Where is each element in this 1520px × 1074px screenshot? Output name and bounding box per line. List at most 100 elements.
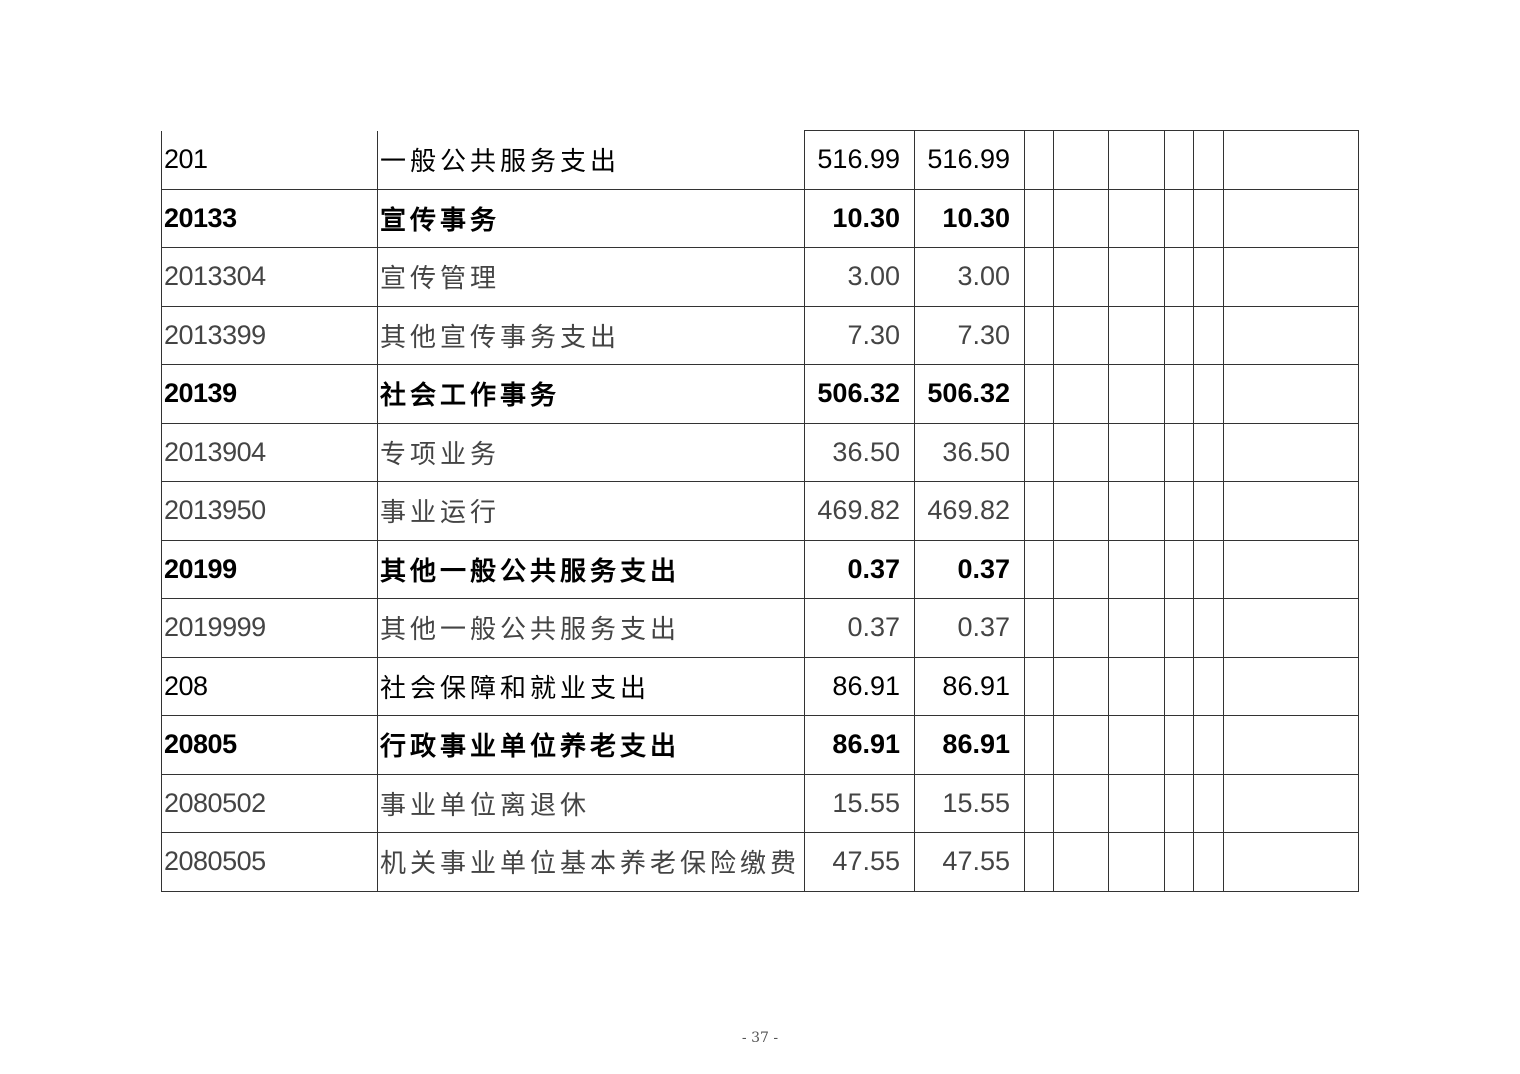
- empty-cell: [1024, 539, 1054, 599]
- expenditure-table: 201 一般公共服务支出 516.99 516.99 20133 宣传事务 10.30 10.…: [161, 130, 1359, 892]
- empty-cell: [1024, 422, 1054, 482]
- empty-cell: [1053, 188, 1109, 248]
- table-row: 2013399 其他宣传事务支出 7.30 7.30: [161, 305, 1359, 365]
- empty-cell: [1108, 598, 1165, 658]
- subject-code-cell: 20133: [161, 188, 378, 248]
- empty-cell: [1223, 773, 1359, 833]
- subject-code-cell: 2013904: [161, 422, 378, 482]
- empty-cell: [1108, 656, 1165, 716]
- subject-code-cell: 20139: [161, 364, 378, 424]
- empty-cell: [1108, 832, 1165, 892]
- basic-expenditure-cell: 0.37: [914, 598, 1025, 658]
- empty-cell: [1223, 539, 1359, 599]
- subject-name-cell: 一般公共服务支出: [377, 130, 805, 190]
- empty-cell: [1193, 598, 1224, 658]
- subject-name-cell: 社会保障和就业支出: [377, 656, 805, 716]
- empty-cell: [1193, 364, 1224, 424]
- empty-cell: [1164, 364, 1194, 424]
- empty-cell: [1223, 305, 1359, 365]
- empty-cell: [1108, 773, 1165, 833]
- subject-code-cell: 2013304: [161, 247, 378, 307]
- subject-name-cell: 专项业务: [377, 422, 805, 482]
- empty-cell: [1193, 188, 1224, 248]
- basic-expenditure-cell: 516.99: [914, 130, 1025, 190]
- empty-cell: [1108, 364, 1165, 424]
- subject-code-cell: 2013950: [161, 481, 378, 541]
- total-cell: 36.50: [804, 422, 915, 482]
- subject-code-cell: 20805: [161, 715, 378, 775]
- table-row: 2013950 事业运行 469.82 469.82: [161, 481, 1359, 541]
- empty-cell: [1024, 656, 1054, 716]
- table-row: 20139 社会工作事务 506.32 506.32: [161, 364, 1359, 424]
- table-row: 208 社会保障和就业支出 86.91 86.91: [161, 656, 1359, 716]
- subject-code-cell: 2080502: [161, 773, 378, 833]
- empty-cell: [1193, 247, 1224, 307]
- subject-code-cell: 2013399: [161, 305, 378, 365]
- empty-cell: [1164, 188, 1194, 248]
- total-cell: 10.30: [804, 188, 915, 248]
- subject-name-cell: 宣传管理: [377, 247, 805, 307]
- subject-name-cell: 宣传事务: [377, 188, 805, 248]
- empty-cell: [1193, 130, 1224, 190]
- basic-expenditure-cell: 47.55: [914, 832, 1025, 892]
- table-row: 2013904 专项业务 36.50 36.50: [161, 422, 1359, 482]
- empty-cell: [1223, 715, 1359, 775]
- empty-cell: [1164, 305, 1194, 365]
- empty-cell: [1024, 598, 1054, 658]
- total-cell: 3.00: [804, 247, 915, 307]
- total-cell: 47.55: [804, 832, 915, 892]
- table-row: 20133 宣传事务 10.30 10.30: [161, 188, 1359, 248]
- empty-cell: [1164, 247, 1194, 307]
- empty-cell: [1024, 305, 1054, 365]
- empty-cell: [1223, 188, 1359, 248]
- total-cell: 469.82: [804, 481, 915, 541]
- basic-expenditure-cell: 36.50: [914, 422, 1025, 482]
- empty-cell: [1223, 832, 1359, 892]
- empty-cell: [1193, 422, 1224, 482]
- empty-cell: [1108, 481, 1165, 541]
- subject-name-cell: 事业运行: [377, 481, 805, 541]
- basic-expenditure-cell: 469.82: [914, 481, 1025, 541]
- empty-cell: [1053, 422, 1109, 482]
- empty-cell: [1223, 656, 1359, 716]
- total-cell: 7.30: [804, 305, 915, 365]
- empty-cell: [1053, 305, 1109, 365]
- table-row: 20199 其他一般公共服务支出 0.37 0.37: [161, 539, 1359, 599]
- total-cell: 506.32: [804, 364, 915, 424]
- table-row: 2080505 机关事业单位基本养老保险缴费 47.55 47.55: [161, 832, 1359, 892]
- basic-expenditure-cell: 10.30: [914, 188, 1025, 248]
- table-row: 2013304 宣传管理 3.00 3.00: [161, 247, 1359, 307]
- table-row: 2080502 事业单位离退休 15.55 15.55: [161, 773, 1359, 833]
- subject-code-cell: 20199: [161, 539, 378, 599]
- total-cell: 0.37: [804, 539, 915, 599]
- empty-cell: [1108, 715, 1165, 775]
- empty-cell: [1223, 481, 1359, 541]
- total-cell: 86.91: [804, 715, 915, 775]
- empty-cell: [1223, 598, 1359, 658]
- empty-cell: [1164, 773, 1194, 833]
- empty-cell: [1053, 364, 1109, 424]
- subject-code-cell: 2019999: [161, 598, 378, 658]
- empty-cell: [1193, 715, 1224, 775]
- empty-cell: [1024, 832, 1054, 892]
- total-cell: 0.37: [804, 598, 915, 658]
- empty-cell: [1164, 832, 1194, 892]
- empty-cell: [1053, 130, 1109, 190]
- total-cell: 86.91: [804, 656, 915, 716]
- subject-code-cell: 2080505: [161, 832, 378, 892]
- empty-cell: [1193, 773, 1224, 833]
- subject-name-cell: 行政事业单位养老支出: [377, 715, 805, 775]
- empty-cell: [1053, 656, 1109, 716]
- basic-expenditure-cell: 86.91: [914, 656, 1025, 716]
- subject-name-cell: 其他一般公共服务支出: [377, 598, 805, 658]
- empty-cell: [1024, 773, 1054, 833]
- empty-cell: [1024, 481, 1054, 541]
- empty-cell: [1108, 188, 1165, 248]
- empty-cell: [1108, 422, 1165, 482]
- subject-name-cell: 其他一般公共服务支出: [377, 539, 805, 599]
- basic-expenditure-cell: 3.00: [914, 247, 1025, 307]
- empty-cell: [1053, 598, 1109, 658]
- subject-name-cell: 机关事业单位基本养老保险缴费: [377, 832, 805, 892]
- empty-cell: [1053, 481, 1109, 541]
- empty-cell: [1164, 715, 1194, 775]
